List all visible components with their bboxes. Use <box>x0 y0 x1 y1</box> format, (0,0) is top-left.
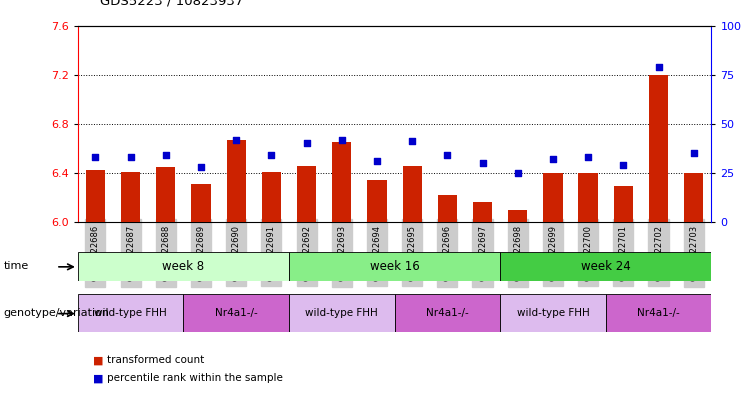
Bar <box>543 173 562 222</box>
Bar <box>473 202 492 222</box>
Bar <box>297 165 316 222</box>
Point <box>442 152 453 158</box>
Bar <box>227 140 246 222</box>
Text: Nr4a1-/-: Nr4a1-/- <box>637 308 680 318</box>
Point <box>336 136 348 143</box>
Text: genotype/variation: genotype/variation <box>4 308 110 318</box>
Point <box>90 154 102 160</box>
Point <box>617 162 629 168</box>
Point <box>371 158 383 164</box>
Bar <box>262 172 281 222</box>
Text: wild-type FHH: wild-type FHH <box>516 308 589 318</box>
Point <box>547 156 559 162</box>
Bar <box>500 294 606 332</box>
Point <box>301 140 313 147</box>
Bar <box>289 252 500 281</box>
Text: ■: ■ <box>93 356 103 365</box>
Bar <box>684 173 703 222</box>
Point <box>406 138 418 145</box>
Bar <box>78 294 184 332</box>
Point <box>230 136 242 143</box>
Text: Nr4a1-/-: Nr4a1-/- <box>426 308 469 318</box>
Bar <box>614 186 633 222</box>
Text: ■: ■ <box>93 373 103 383</box>
Text: transformed count: transformed count <box>107 356 205 365</box>
Bar <box>579 173 598 222</box>
Text: GDS5223 / 10823937: GDS5223 / 10823937 <box>100 0 243 8</box>
Bar <box>438 195 457 222</box>
Point <box>512 170 524 176</box>
Bar <box>191 184 210 222</box>
Text: wild-type FHH: wild-type FHH <box>305 308 378 318</box>
Bar <box>649 75 668 222</box>
Bar <box>86 171 105 222</box>
Bar <box>395 294 500 332</box>
Bar <box>289 294 395 332</box>
Text: Nr4a1-/-: Nr4a1-/- <box>215 308 258 318</box>
Bar <box>78 252 289 281</box>
Text: week 8: week 8 <box>162 260 205 273</box>
Bar <box>508 210 528 222</box>
Bar <box>156 167 176 222</box>
Text: time: time <box>4 261 29 271</box>
Text: wild-type FHH: wild-type FHH <box>94 308 167 318</box>
Bar <box>368 180 387 222</box>
Point <box>265 152 277 158</box>
Point <box>160 152 172 158</box>
Bar <box>332 142 351 222</box>
Bar <box>184 294 289 332</box>
Point <box>195 164 207 170</box>
Point <box>476 160 488 166</box>
Text: percentile rank within the sample: percentile rank within the sample <box>107 373 283 383</box>
Point <box>688 150 700 156</box>
Bar <box>606 294 711 332</box>
Point <box>124 154 136 160</box>
Text: week 16: week 16 <box>370 260 419 273</box>
Text: week 24: week 24 <box>581 260 631 273</box>
Bar <box>500 252 711 281</box>
Bar <box>402 165 422 222</box>
Point <box>653 64 665 70</box>
Bar <box>121 172 140 222</box>
Point <box>582 154 594 160</box>
